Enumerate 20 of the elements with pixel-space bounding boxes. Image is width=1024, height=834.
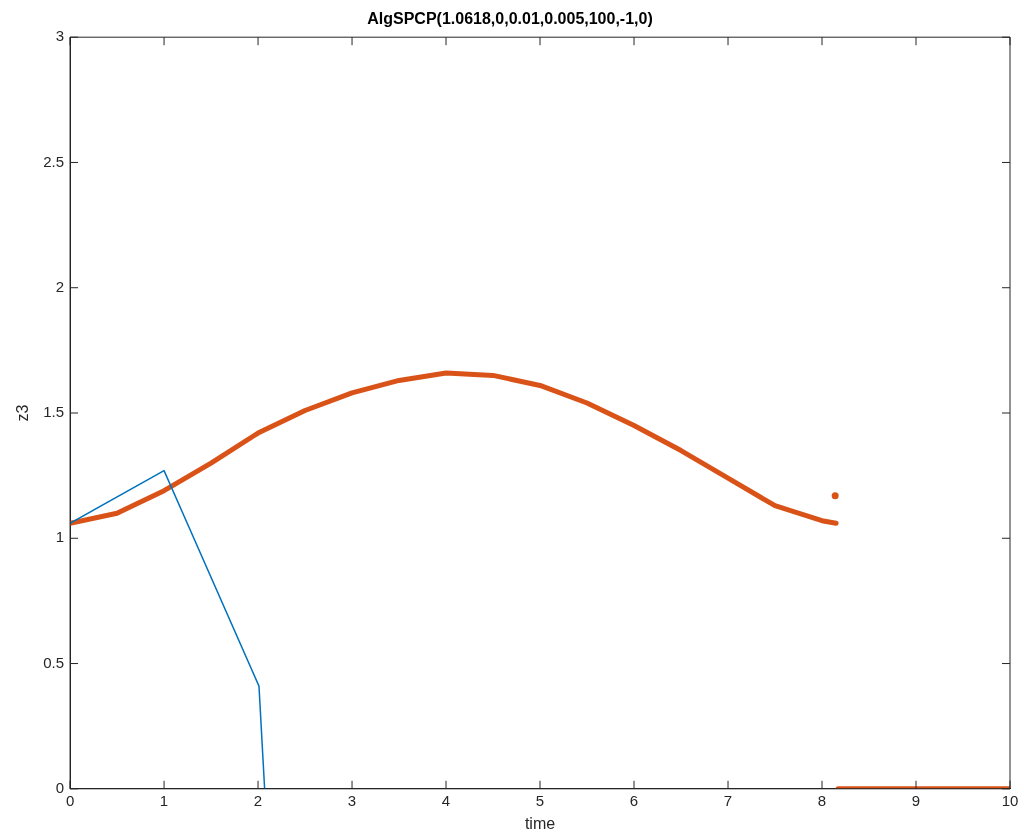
x-tick-label: 10 xyxy=(1001,791,1019,809)
y-tick-label: 3 xyxy=(55,27,65,45)
x-tick-label: 7 xyxy=(723,791,733,809)
x-tick-label: 5 xyxy=(535,791,545,809)
x-tick-label: 9 xyxy=(911,791,921,809)
y-tick-label: 0 xyxy=(55,778,65,796)
x-axis-title: time xyxy=(524,814,556,832)
y-tick-label: 1.5 xyxy=(43,403,65,421)
x-tick-label: 1 xyxy=(159,791,169,809)
x-tick-label: 3 xyxy=(347,791,357,809)
y-axis-title: z3 xyxy=(14,404,32,422)
x-tick-label: 2 xyxy=(253,791,263,809)
x-tick-label: 4 xyxy=(441,791,451,809)
chart-title: AlgSPCP(1.0618,0,0.01,0.005,100,-1,0) xyxy=(367,10,653,28)
y-tick-label: 1 xyxy=(55,528,65,546)
x-tick-label: 6 xyxy=(629,791,639,809)
y-tick-label: 0.5 xyxy=(43,653,65,671)
x-tick-label: 8 xyxy=(817,791,827,809)
y-tick-label: 2 xyxy=(55,277,65,295)
y-tick-label: 2.5 xyxy=(43,152,65,170)
